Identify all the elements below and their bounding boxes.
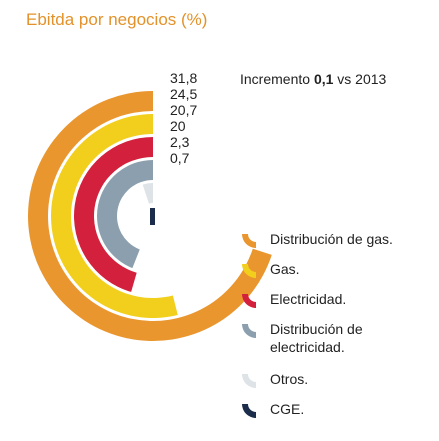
value-label: 31,8	[170, 70, 197, 86]
ring-segment	[73, 137, 153, 292]
legend-label: Electricidad.	[270, 291, 347, 307]
legend-swatch-icon	[242, 234, 256, 248]
ring-segment	[142, 183, 153, 204]
increment-prefix: Incremento	[240, 71, 314, 87]
value-label: 20	[170, 118, 186, 134]
legend-label: Otros.	[270, 371, 309, 387]
value-label: 2,3	[170, 134, 190, 150]
legend-swatch-icon	[242, 324, 256, 338]
legend-swatch-icon	[242, 374, 256, 388]
legend-label: Distribución de electricidad.	[270, 321, 363, 355]
value-label: 0,7	[170, 150, 190, 166]
ring-segment	[150, 208, 155, 225]
ring-segment	[51, 114, 178, 318]
legend-swatch-icon	[242, 404, 256, 418]
value-label: 24,5	[170, 86, 197, 102]
increment-value: 0,1	[313, 71, 334, 87]
legend-label: CGE.	[270, 401, 305, 417]
increment-note: Incremento 0,1 vs 2013	[240, 71, 386, 87]
legend-label: Distribución de gas.	[270, 231, 393, 247]
chart-title: Ebitda por negocios (%)	[26, 10, 208, 29]
ring-segment	[96, 160, 153, 269]
legend-swatch-icon	[242, 294, 256, 308]
legend-label: Gas.	[270, 261, 300, 277]
increment-suffix: vs 2013	[333, 71, 387, 87]
legend-swatch-icon	[242, 264, 256, 278]
value-label: 20,7	[170, 102, 197, 118]
